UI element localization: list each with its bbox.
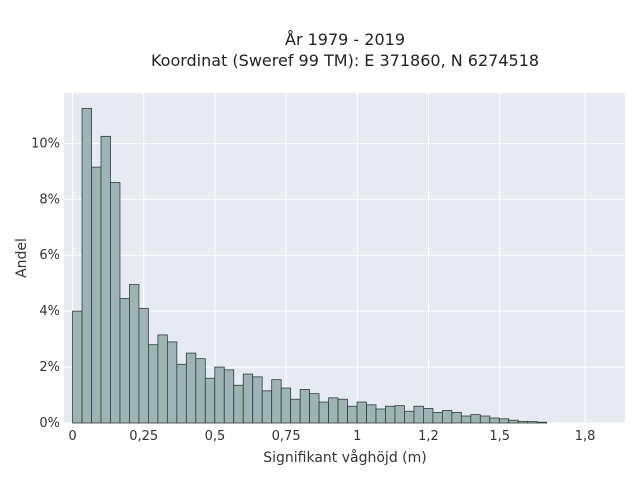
histogram-bar-6	[129, 284, 140, 424]
x-tick-label-5: 1,2	[418, 429, 439, 444]
histogram-bar-37	[423, 408, 434, 424]
histogram-bar-33	[385, 405, 396, 424]
y-tick-label-1: 2%	[39, 360, 60, 375]
histogram-bar-26	[318, 401, 329, 424]
histogram-bar-29	[347, 405, 358, 424]
histogram-bar-31	[366, 404, 377, 424]
y-axis-ticks: 0% 2% 4% 6% 8% 10%	[31, 136, 60, 431]
histogram-bar-36	[413, 405, 424, 424]
histogram-bar-35	[404, 410, 415, 424]
x-tick-label-2: 0,5	[205, 429, 226, 444]
histogram-bar-39	[441, 410, 453, 424]
histogram-bar-14	[204, 377, 216, 424]
x-tick-label-7: 1,8	[575, 429, 596, 444]
histogram-bar-24	[299, 389, 311, 424]
histogram-bar-43	[479, 415, 491, 424]
histogram-bar-1	[81, 107, 92, 424]
histogram-bar-11	[176, 363, 187, 424]
histogram-bar-0	[72, 310, 83, 424]
histogram-bar-3	[100, 135, 111, 424]
histogram-bar-38	[432, 411, 443, 424]
chart-title-line1: År 1979 - 2019	[285, 30, 405, 49]
histogram-bar-48	[527, 421, 538, 424]
histogram-bar-9	[157, 334, 168, 424]
histogram-bars	[72, 107, 548, 424]
histogram-bar-28	[337, 398, 348, 424]
histogram-bar-46	[508, 419, 519, 424]
histogram-bar-12	[185, 352, 197, 424]
histogram-bar-19	[252, 376, 263, 424]
histogram-bar-23	[290, 398, 301, 424]
chart-title-line2: Koordinat (Sweref 99 TM): E 371860, N 62…	[151, 51, 539, 70]
histogram-bar-8	[148, 344, 159, 424]
x-tick-label-3: 0,75	[272, 429, 301, 444]
histogram-bar-30	[356, 401, 367, 424]
histogram-bar-22	[280, 387, 292, 424]
histogram-bar-21	[271, 379, 282, 424]
histogram-bar-5	[119, 298, 130, 424]
histogram-bar-32	[375, 408, 386, 424]
histogram-bar-17	[233, 384, 244, 424]
y-tick-label-3: 6%	[39, 248, 60, 263]
histogram-bar-47	[517, 420, 529, 424]
histogram-bar-45	[498, 418, 510, 424]
y-tick-label-4: 8%	[39, 192, 60, 207]
histogram-bar-16	[223, 369, 235, 424]
histogram-bar-2	[91, 166, 102, 424]
y-axis-label: Andel	[14, 238, 30, 278]
y-tick-label-0: 0%	[39, 416, 60, 431]
histogram-bar-27	[328, 397, 339, 424]
histogram-bar-4	[110, 182, 121, 424]
histogram-bar-15	[214, 366, 225, 424]
histogram-bar-10	[166, 341, 178, 424]
y-tick-label-2: 4%	[39, 304, 60, 319]
x-tick-label-1: 0,25	[129, 429, 158, 444]
histogram-bar-7	[138, 307, 149, 424]
histogram-bar-44	[489, 417, 500, 424]
histogram-bar-20	[261, 390, 273, 424]
x-tick-label-6: 1,5	[489, 429, 510, 444]
histogram-bar-18	[242, 373, 254, 424]
histogram-bar-41	[460, 415, 472, 424]
y-tick-label-5: 10%	[31, 136, 60, 151]
histogram-bar-40	[451, 411, 462, 424]
histogram-bar-34	[394, 405, 405, 424]
histogram-bar-13	[195, 358, 206, 424]
x-axis-label: Signifikant våghöjd (m)	[263, 449, 426, 466]
histogram-bar-49	[536, 421, 548, 424]
histogram-bar-42	[470, 414, 481, 424]
histogram-bar-25	[309, 393, 320, 424]
x-tick-label-4: 1	[353, 429, 361, 444]
x-axis-ticks: 0 0,25 0,5 0,75 1 1,2 1,5 1,8	[68, 429, 595, 444]
x-tick-label-0: 0	[68, 429, 76, 444]
